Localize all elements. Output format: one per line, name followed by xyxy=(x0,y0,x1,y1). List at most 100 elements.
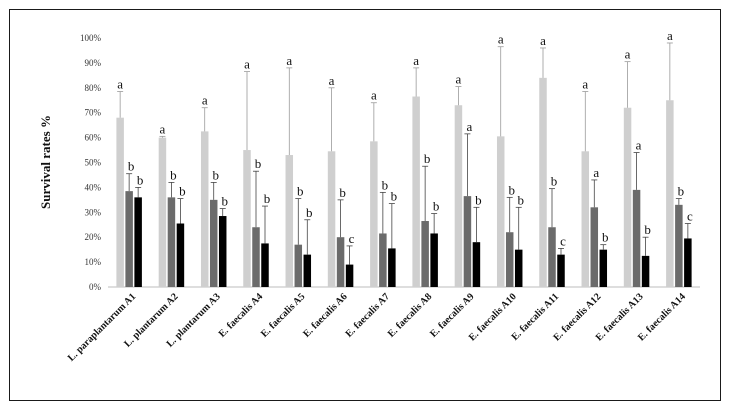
bar xyxy=(623,107,632,287)
x-tick-label: E. faecalis A4 xyxy=(217,291,265,339)
significance-letter: b xyxy=(644,222,651,237)
x-tick-label: E. faecalis A5 xyxy=(259,291,307,339)
x-tick-label: L. paraplantarum A1 xyxy=(66,291,138,363)
bar xyxy=(557,254,565,287)
bar xyxy=(514,249,523,287)
bar xyxy=(176,223,185,287)
bar xyxy=(370,141,378,287)
significance-letter: a xyxy=(202,93,208,108)
significance-letter: a xyxy=(636,138,642,153)
bar xyxy=(505,232,514,287)
significance-letter: b xyxy=(602,230,609,245)
significance-letter: a xyxy=(117,77,123,92)
bar xyxy=(243,150,251,287)
significance-letter: a xyxy=(593,165,599,180)
bar xyxy=(454,105,463,287)
significance-letter: a xyxy=(540,33,546,48)
bar xyxy=(641,255,650,287)
bar xyxy=(599,249,608,287)
y-tick-label: 0% xyxy=(89,282,102,292)
significance-letter: b xyxy=(128,159,135,174)
bar xyxy=(472,242,481,287)
significance-letter: a xyxy=(286,53,292,68)
x-tick-label: E. faecalis A8 xyxy=(386,291,434,339)
bar xyxy=(463,196,472,287)
bar xyxy=(412,96,420,287)
bar xyxy=(548,227,556,287)
significance-letter: a xyxy=(456,72,462,87)
significance-letter: b xyxy=(212,167,219,182)
bar xyxy=(379,233,387,287)
bar xyxy=(388,248,396,287)
bar xyxy=(116,117,124,288)
significance-letter: a xyxy=(413,53,419,68)
y-tick-label: 80% xyxy=(85,83,102,93)
significance-letter: a xyxy=(160,121,166,136)
significance-letter: a xyxy=(582,77,588,92)
significance-letter: b xyxy=(255,156,262,171)
y-tick-label: 20% xyxy=(85,232,102,242)
bar xyxy=(167,197,176,287)
bar xyxy=(327,151,336,287)
bar xyxy=(294,244,303,287)
significance-letter: a xyxy=(667,28,673,43)
significance-letter: b xyxy=(339,185,346,200)
significance-letter: a xyxy=(329,73,335,88)
bar xyxy=(285,155,294,287)
significance-letter: a xyxy=(625,47,631,62)
y-tick-label: 100% xyxy=(80,33,102,43)
significance-letter: b xyxy=(475,192,482,207)
bar xyxy=(200,131,209,287)
bar xyxy=(675,204,683,287)
significance-letter: a xyxy=(467,119,473,134)
bar xyxy=(125,191,133,287)
significance-letter: b xyxy=(306,205,313,220)
x-tick-label: E. faecalis A6 xyxy=(301,291,349,339)
bar xyxy=(496,136,505,287)
significance-letter: b xyxy=(551,174,558,189)
bar xyxy=(581,151,590,287)
significance-letter: a xyxy=(498,32,504,47)
significance-letter: b xyxy=(433,199,440,214)
bar xyxy=(666,100,674,287)
bar xyxy=(539,77,547,287)
significance-letter: b xyxy=(517,192,524,207)
y-tick-label: 30% xyxy=(85,207,102,217)
bar xyxy=(261,243,269,287)
significance-letter: b xyxy=(179,184,186,199)
y-tick-label: 70% xyxy=(85,108,102,118)
bar xyxy=(218,216,227,287)
significance-letter: b xyxy=(678,184,685,199)
y-tick-label: 90% xyxy=(85,58,102,68)
bar xyxy=(252,227,260,287)
significance-letter: b xyxy=(137,172,144,187)
significance-letter: a xyxy=(244,57,250,72)
significance-letter: b xyxy=(264,191,271,206)
x-tick-label: E. faecalis A7 xyxy=(344,291,392,339)
bar xyxy=(134,197,142,287)
y-tick-label: 60% xyxy=(85,133,102,143)
y-axis-label: Survival rates % xyxy=(38,115,53,209)
y-tick-label: 10% xyxy=(85,257,102,267)
bar xyxy=(345,264,354,287)
significance-letter: b xyxy=(391,189,398,204)
significance-letter: c xyxy=(560,233,566,248)
bar xyxy=(590,207,599,287)
significance-letter: b xyxy=(424,151,431,166)
bar xyxy=(336,237,345,287)
bar xyxy=(632,189,641,287)
bar xyxy=(421,221,429,287)
significance-letter: b xyxy=(170,167,177,182)
bar xyxy=(158,137,167,287)
bar xyxy=(430,233,438,287)
bar xyxy=(303,254,312,287)
significance-letter: a xyxy=(371,88,377,103)
y-tick-label: 50% xyxy=(85,158,102,168)
bar xyxy=(684,238,692,287)
bar xyxy=(209,199,218,287)
significance-letter: b xyxy=(508,182,515,197)
significance-letter: c xyxy=(349,231,355,246)
significance-letter: b xyxy=(382,177,389,192)
y-tick-label: 40% xyxy=(85,182,102,192)
